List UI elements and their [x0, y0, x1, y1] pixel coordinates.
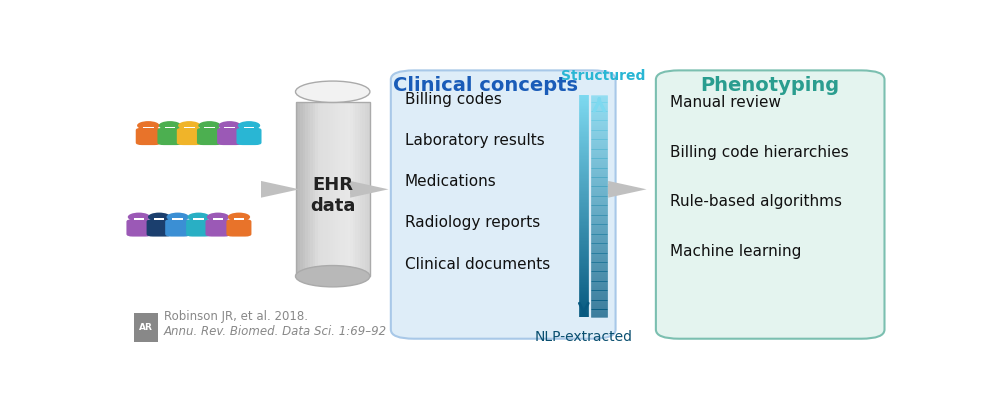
Text: Structured: Structured	[561, 69, 645, 83]
FancyBboxPatch shape	[656, 70, 885, 339]
FancyBboxPatch shape	[154, 218, 164, 220]
Bar	[353, 103, 356, 276]
Circle shape	[167, 213, 189, 221]
FancyBboxPatch shape	[186, 219, 211, 236]
Bar	[360, 103, 363, 276]
Bar	[328, 103, 331, 276]
FancyBboxPatch shape	[157, 128, 182, 145]
Bar	[358, 103, 361, 276]
Circle shape	[148, 213, 170, 221]
FancyBboxPatch shape	[147, 219, 172, 236]
Bar	[303, 103, 306, 276]
Bar	[365, 103, 368, 276]
FancyBboxPatch shape	[391, 70, 616, 339]
FancyBboxPatch shape	[213, 218, 223, 220]
Text: Annu. Rev. Biomed. Data Sci. 1:69–92: Annu. Rev. Biomed. Data Sci. 1:69–92	[164, 325, 387, 338]
Bar	[296, 103, 299, 276]
Ellipse shape	[296, 81, 370, 103]
FancyBboxPatch shape	[165, 127, 175, 128]
Bar	[355, 103, 358, 276]
FancyBboxPatch shape	[217, 128, 242, 145]
Circle shape	[178, 121, 201, 130]
FancyBboxPatch shape	[172, 218, 183, 220]
Text: Manual review: Manual review	[670, 95, 781, 110]
Bar	[313, 103, 316, 276]
FancyBboxPatch shape	[236, 128, 262, 145]
Bar	[343, 103, 346, 276]
FancyBboxPatch shape	[134, 218, 144, 220]
Circle shape	[187, 213, 210, 221]
FancyBboxPatch shape	[184, 127, 195, 128]
Text: Clinical concepts: Clinical concepts	[393, 76, 578, 95]
Bar	[323, 103, 326, 276]
Text: NLP-extracted: NLP-extracted	[535, 329, 633, 344]
Polygon shape	[261, 181, 299, 198]
Text: Clinical documents: Clinical documents	[405, 257, 550, 272]
Circle shape	[128, 213, 150, 221]
Bar	[305, 103, 309, 276]
Polygon shape	[350, 181, 388, 198]
Text: Phenotyping: Phenotyping	[701, 76, 840, 95]
Bar	[348, 103, 351, 276]
Bar	[333, 103, 336, 276]
FancyBboxPatch shape	[244, 127, 254, 128]
Bar	[340, 103, 343, 276]
FancyBboxPatch shape	[205, 219, 231, 236]
FancyBboxPatch shape	[224, 127, 235, 128]
Bar	[261, 184, 274, 194]
FancyBboxPatch shape	[193, 218, 204, 220]
FancyBboxPatch shape	[126, 219, 151, 236]
FancyBboxPatch shape	[226, 219, 251, 236]
FancyBboxPatch shape	[234, 218, 244, 220]
Text: Rule-based algorithms: Rule-based algorithms	[670, 194, 842, 209]
Bar	[338, 103, 341, 276]
Bar	[330, 103, 333, 276]
FancyBboxPatch shape	[197, 128, 222, 145]
Bar	[350, 184, 361, 194]
Text: Machine learning: Machine learning	[670, 244, 801, 259]
Text: Laboratory results: Laboratory results	[405, 133, 545, 148]
Bar	[362, 103, 366, 276]
Text: Medications: Medications	[405, 174, 497, 189]
Circle shape	[228, 213, 250, 221]
Bar	[300, 103, 304, 276]
Bar	[320, 103, 324, 276]
Bar	[335, 103, 338, 276]
Bar	[296, 103, 370, 276]
Bar	[367, 103, 371, 276]
Ellipse shape	[296, 266, 370, 287]
Bar	[350, 103, 353, 276]
FancyBboxPatch shape	[136, 128, 161, 145]
Circle shape	[207, 213, 229, 221]
Bar	[298, 103, 301, 276]
Bar	[345, 103, 348, 276]
Bar	[325, 103, 329, 276]
FancyBboxPatch shape	[143, 127, 154, 128]
FancyBboxPatch shape	[204, 127, 215, 128]
Circle shape	[198, 121, 221, 130]
FancyBboxPatch shape	[165, 219, 190, 236]
Bar	[310, 103, 314, 276]
FancyBboxPatch shape	[177, 128, 202, 145]
Text: Billing codes: Billing codes	[405, 92, 502, 107]
Text: EHR
data: EHR data	[310, 176, 355, 215]
Bar	[134, 313, 158, 342]
Bar	[308, 103, 311, 276]
Text: Radiology reports: Radiology reports	[405, 215, 540, 230]
Bar	[318, 103, 321, 276]
Bar	[315, 103, 319, 276]
Polygon shape	[608, 181, 647, 198]
Circle shape	[159, 121, 181, 130]
Bar	[608, 184, 619, 194]
Text: Billing code hierarchies: Billing code hierarchies	[670, 145, 849, 160]
Circle shape	[218, 121, 241, 130]
Text: AR: AR	[139, 323, 153, 331]
Circle shape	[137, 121, 159, 130]
Text: Robinson JR, et al. 2018.: Robinson JR, et al. 2018.	[164, 310, 308, 323]
Circle shape	[238, 121, 260, 130]
